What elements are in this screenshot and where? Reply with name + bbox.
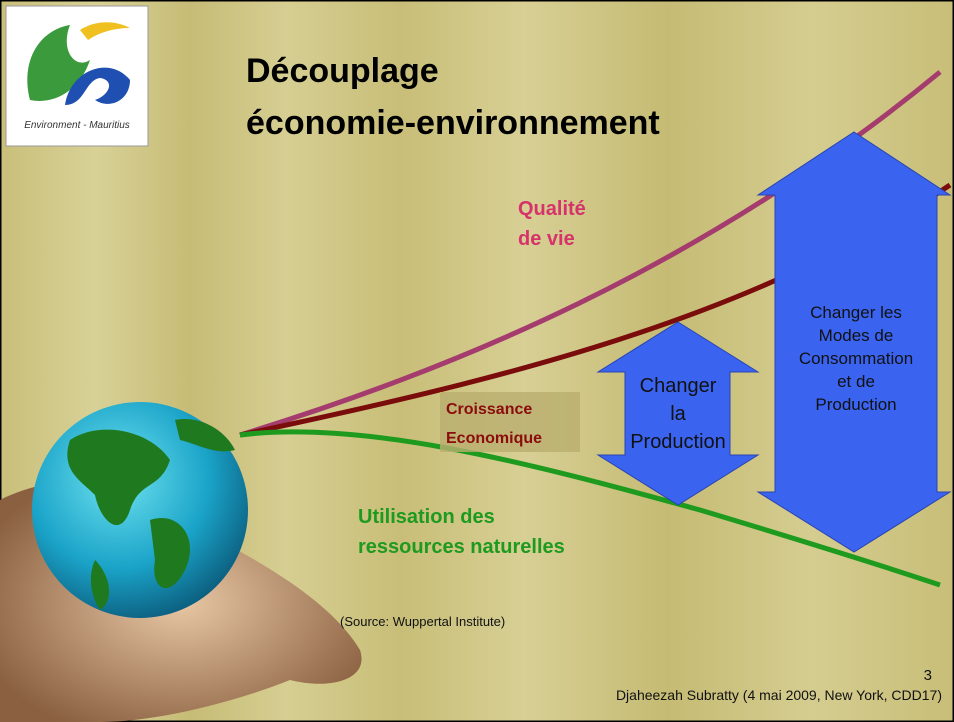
title: économie-environnement [246, 104, 660, 142]
quality-label: Qualité [518, 198, 586, 220]
resources-label: ressources naturelles [358, 536, 565, 558]
slide: Environment - Mauritius Découplage écono… [0, 0, 954, 722]
growth-label: Croissance [446, 401, 532, 418]
logo: Environment - Mauritius [6, 6, 148, 146]
arrow-text: Modes de [819, 326, 894, 345]
title: Découplage [246, 52, 439, 90]
growth-label: Economique [446, 430, 542, 447]
quality-label: de vie [518, 228, 575, 250]
arrow-text: Production [630, 431, 726, 453]
arrow-text: Production [815, 395, 896, 414]
arrow-text: et de [837, 372, 875, 391]
source: (Source: Wuppertal Institute) [340, 614, 505, 629]
arrow-text: Consommation [799, 349, 913, 368]
arrow-text: Changer [640, 375, 717, 397]
logo-caption: Environment - Mauritius [24, 120, 130, 131]
resources-label: Utilisation des [358, 506, 495, 528]
arrow-text: la [670, 403, 686, 425]
arrow-text: Changer les [810, 303, 902, 322]
page-number: 3 [924, 667, 932, 684]
footer: Djaheezah Subratty (4 mai 2009, New York… [616, 687, 942, 703]
